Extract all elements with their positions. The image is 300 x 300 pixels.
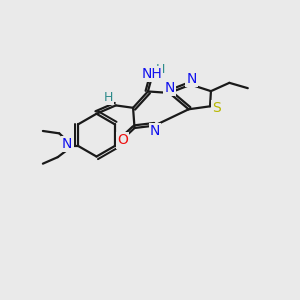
Text: N: N <box>62 137 73 152</box>
Text: O: O <box>117 134 128 148</box>
Text: N: N <box>164 81 175 94</box>
Text: N: N <box>150 124 160 138</box>
Text: S: S <box>212 101 221 115</box>
Text: H: H <box>104 91 113 103</box>
Text: N: N <box>186 72 196 86</box>
Text: H: H <box>156 63 165 76</box>
Text: NH: NH <box>141 67 162 81</box>
